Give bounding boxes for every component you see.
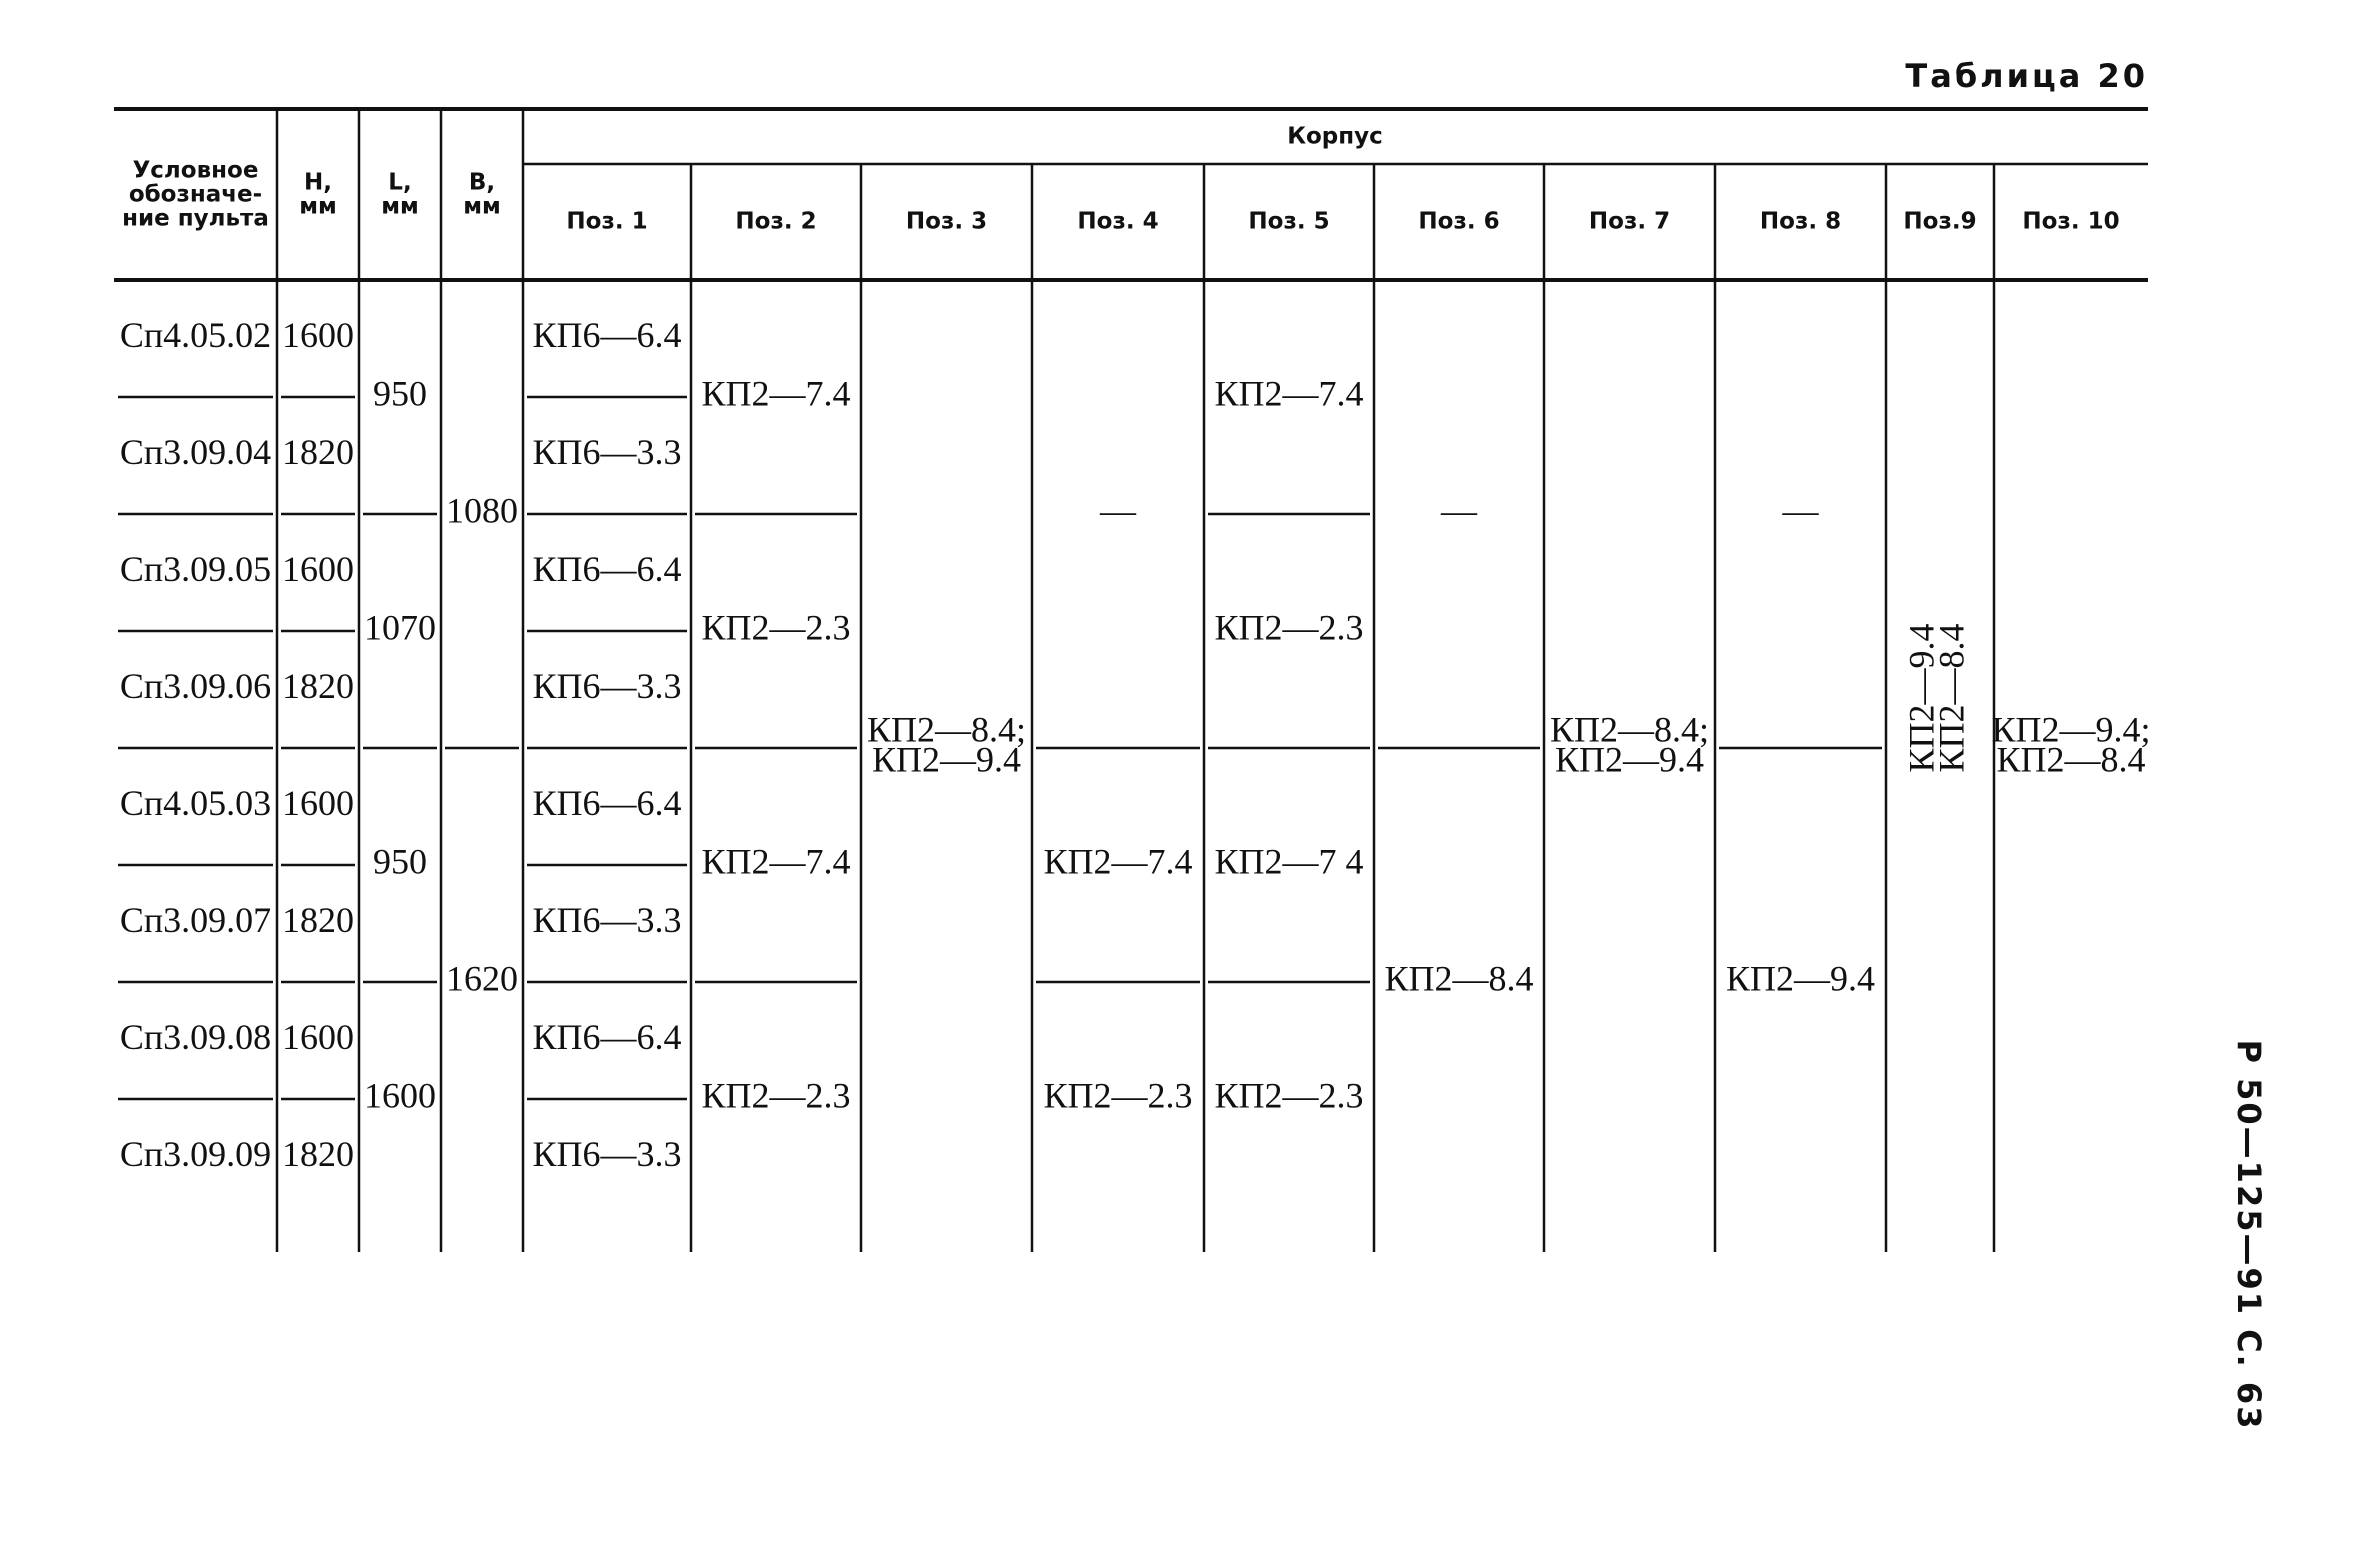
cell-text: Сп3.09.07	[120, 900, 271, 940]
cell-text: КП2—9.4	[1726, 958, 1875, 998]
cell-text: КП2—9.4	[1901, 623, 1941, 772]
group-header: Корпус	[1287, 124, 1383, 150]
cell-text: Сп3.09.05	[120, 549, 271, 589]
cell-text: 1600	[282, 549, 354, 589]
column-header: В,	[469, 170, 495, 196]
column-header: Поз. 5	[1248, 209, 1329, 235]
column-header: Условное	[133, 158, 259, 184]
cell-text: КП2—8.4	[1931, 623, 1971, 772]
column-header: Поз. 6	[1418, 209, 1499, 235]
cell-text: КП2—2.3	[701, 607, 850, 647]
column-header: Поз. 8	[1760, 209, 1841, 235]
cell-text: КП2—7.4	[701, 373, 850, 413]
column-header: Поз. 4	[1077, 209, 1158, 235]
column-header: мм	[463, 194, 501, 220]
column-header: обозначе-	[129, 182, 262, 208]
cell-text: КП2—9.4	[872, 739, 1021, 779]
page-number: Р 50—125—91 С. 63	[2230, 1040, 2268, 1431]
cell-text: КП2—7.4	[1214, 373, 1363, 413]
cell-text: КП2—7.4	[701, 841, 850, 881]
cell-text: Сп4.05.03	[120, 783, 271, 823]
cell-text: КП6—6.4	[532, 549, 681, 589]
cell-text: Сп3.09.08	[120, 1017, 271, 1057]
cell-text: 1600	[364, 1075, 436, 1115]
cell-text: 1820	[282, 1134, 354, 1174]
cell-text: 1600	[282, 1017, 354, 1057]
column-header: Поз. 1	[566, 209, 647, 235]
cell-text: КП2—2.3	[701, 1075, 850, 1115]
column-header: ние пульта	[122, 206, 269, 232]
cell-text: 1600	[282, 315, 354, 355]
cell-text: 1080	[446, 490, 518, 530]
column-header: Поз.9	[1903, 209, 1976, 235]
cell-text: КП2—7 4	[1214, 841, 1363, 881]
cell-text: КП2—8.4;	[1550, 709, 1709, 749]
cell-text: 1820	[282, 900, 354, 940]
cell-text: —	[1440, 490, 1478, 530]
column-header: Поз. 2	[735, 209, 816, 235]
cell-text: Сп3.09.09	[120, 1134, 271, 1174]
cell-text: —	[1099, 490, 1137, 530]
cell-text: КП6—3.3	[532, 432, 681, 472]
cell-text: КП2—2.3	[1214, 1075, 1363, 1115]
cell-text: КП2—2.3	[1043, 1075, 1192, 1115]
cell-text: 1820	[282, 666, 354, 706]
cell-text: 950	[373, 841, 427, 881]
column-header: Поз. 3	[906, 209, 987, 235]
column-header: L,	[388, 170, 411, 196]
cell-text: —	[1782, 490, 1820, 530]
cell-text: КП6—6.4	[532, 1017, 681, 1057]
cell-text: Сп3.09.06	[120, 666, 271, 706]
cell-text: КП2—8.4	[1384, 958, 1533, 998]
cell-text: 1620	[446, 958, 518, 998]
cell-text: 950	[373, 373, 427, 413]
cell-text: КП6—6.4	[532, 783, 681, 823]
column-header: Поз. 10	[2022, 209, 2119, 235]
cell-text: КП2—8.4;	[867, 709, 1026, 749]
cell-text: КП2—8.4	[1996, 739, 2145, 779]
cell-text: КП2—9.4	[1555, 739, 1704, 779]
cell-text: КП2—2.3	[1214, 607, 1363, 647]
column-header: мм	[381, 194, 419, 220]
table-title: Таблица 20	[1905, 57, 2148, 95]
column-header: Н,	[304, 170, 332, 196]
column-header: мм	[299, 194, 337, 220]
cell-text: КП2—9.4;	[1991, 709, 2150, 749]
cell-text: 1070	[364, 607, 436, 647]
column-header: Поз. 7	[1589, 209, 1670, 235]
cell-text: КП6—3.3	[532, 666, 681, 706]
cell-text: КП6—3.3	[532, 1134, 681, 1174]
cell-text: КП2—7.4	[1043, 841, 1192, 881]
cell-text: 1820	[282, 432, 354, 472]
cell-text: 1600	[282, 783, 354, 823]
cell-text: Сп3.09.04	[120, 432, 271, 472]
cell-text: КП6—6.4	[532, 315, 681, 355]
cell-text: КП6—3.3	[532, 900, 681, 940]
cell-text: Сп4.05.02	[120, 315, 271, 355]
